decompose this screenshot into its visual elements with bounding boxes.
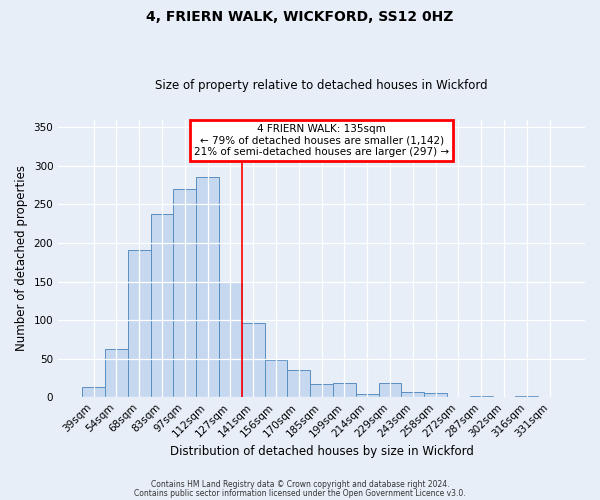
Bar — [310, 384, 333, 397]
X-axis label: Distribution of detached houses by size in Wickford: Distribution of detached houses by size … — [170, 444, 473, 458]
Text: Contains HM Land Registry data © Crown copyright and database right 2024.: Contains HM Land Registry data © Crown c… — [151, 480, 449, 489]
Bar — [151, 214, 173, 397]
Y-axis label: Number of detached properties: Number of detached properties — [15, 166, 28, 352]
Bar — [515, 396, 538, 397]
Bar — [128, 250, 151, 397]
Text: 4, FRIERN WALK, WICKFORD, SS12 0HZ: 4, FRIERN WALK, WICKFORD, SS12 0HZ — [146, 10, 454, 24]
Bar — [265, 360, 287, 397]
Bar — [424, 394, 447, 397]
Bar — [356, 394, 379, 397]
Bar — [287, 370, 310, 397]
Bar — [196, 178, 219, 397]
Text: Contains public sector information licensed under the Open Government Licence v3: Contains public sector information licen… — [134, 488, 466, 498]
Bar — [173, 189, 196, 397]
Title: Size of property relative to detached houses in Wickford: Size of property relative to detached ho… — [155, 79, 488, 92]
Text: 4 FRIERN WALK: 135sqm
← 79% of detached houses are smaller (1,142)
21% of semi-d: 4 FRIERN WALK: 135sqm ← 79% of detached … — [194, 124, 449, 157]
Bar — [379, 382, 401, 397]
Bar — [333, 382, 356, 397]
Bar — [242, 323, 265, 397]
Bar — [470, 396, 493, 397]
Bar — [82, 387, 105, 397]
Bar — [219, 282, 242, 397]
Bar — [105, 350, 128, 397]
Bar — [401, 392, 424, 397]
